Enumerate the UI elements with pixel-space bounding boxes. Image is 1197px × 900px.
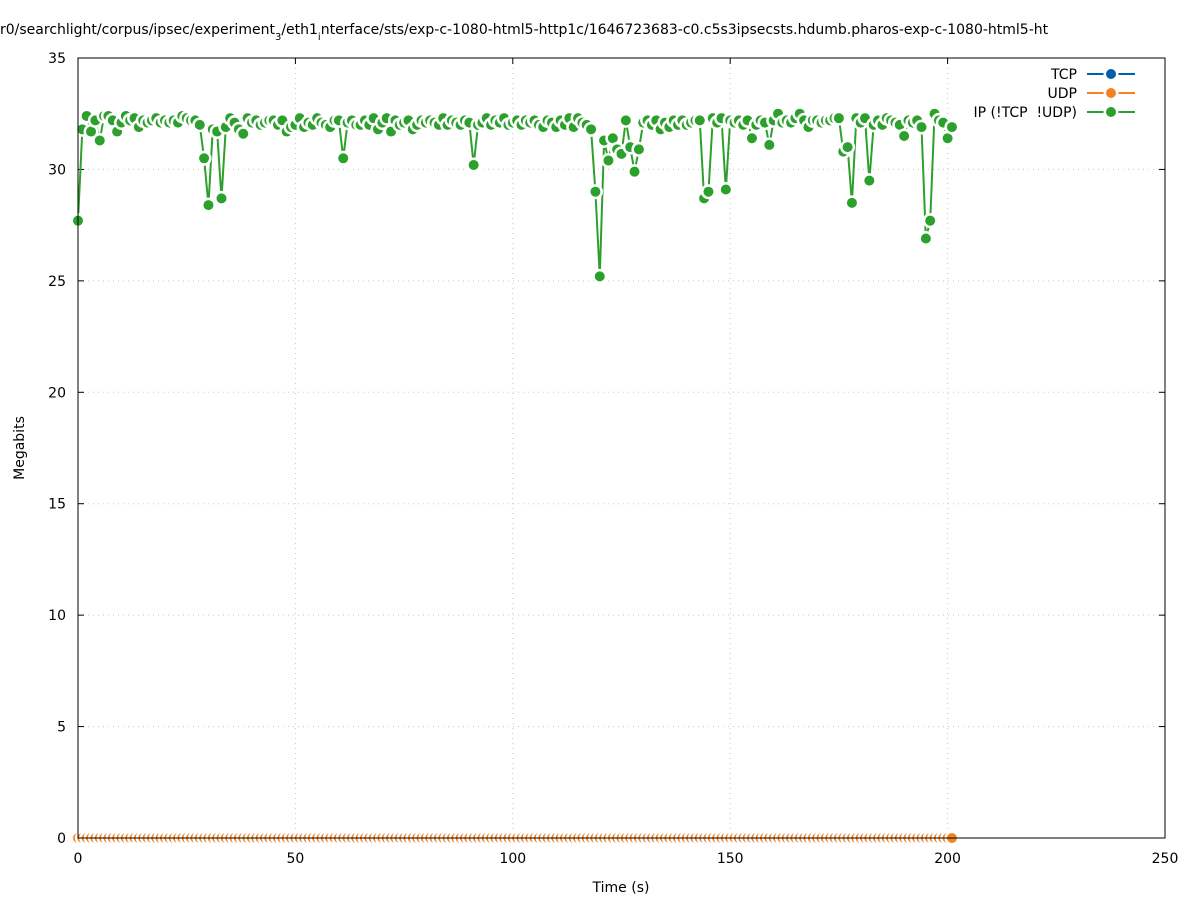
title-part: r0/searchlight/corpus/ipsec/experiment: [0, 22, 275, 38]
point: [846, 197, 857, 208]
point: [468, 159, 479, 170]
point: [629, 166, 640, 177]
point: [590, 186, 601, 197]
legend-label: IP (!TCP !UDP): [974, 105, 1078, 121]
point: [603, 155, 614, 166]
point: [199, 153, 210, 164]
x-tick-label: 250: [1152, 851, 1179, 867]
title-part: /eth1: [281, 22, 318, 38]
legend-marker: [1106, 107, 1116, 117]
legend-label: TCP: [1050, 67, 1077, 83]
point: [946, 122, 957, 133]
point: [864, 175, 875, 186]
point: [703, 186, 714, 197]
y-axis-label: Megabits: [12, 416, 28, 480]
x-axis-label: Time (s): [592, 880, 650, 896]
point: [925, 215, 936, 226]
title-subscript: i: [318, 32, 321, 43]
title-part: nterface/sts/exp-c-1080-html5-http1c/164…: [321, 22, 1049, 38]
point: [194, 119, 205, 130]
point: [746, 133, 757, 144]
x-tick-label: 50: [286, 851, 304, 867]
x-tick-label: 100: [499, 851, 526, 867]
legend-marker: [1106, 69, 1116, 79]
point: [764, 139, 775, 150]
x-tick-label: 200: [934, 851, 961, 867]
point: [720, 184, 731, 195]
point: [586, 124, 597, 135]
point: [338, 153, 349, 164]
y-tick-label: 35: [48, 51, 66, 67]
point: [842, 142, 853, 153]
plot-frame: [77, 57, 1166, 839]
legend: TCP UDP IP (!TCP !UDP): [974, 66, 1135, 121]
y-tick-label: 0: [57, 831, 66, 847]
chart-title: r0/searchlight/corpus/ipsec/experiment3/…: [0, 22, 1049, 43]
point: [620, 115, 631, 126]
point: [694, 115, 705, 126]
y-tick-label: 5: [57, 720, 66, 736]
series-line: [77, 110, 953, 277]
point: [94, 135, 105, 146]
y-tick-label: 25: [48, 274, 66, 290]
title-subscript: 3: [275, 32, 281, 43]
y-tick-label: 20: [48, 385, 66, 401]
point: [238, 128, 249, 139]
legend-label: UDP: [1048, 86, 1077, 102]
x-tick-label: 150: [717, 851, 744, 867]
point: [916, 122, 927, 133]
y-tick-label: 30: [48, 162, 66, 178]
point: [216, 193, 227, 204]
grid: 0 5 10 15 20 25 30 35 0 50 100 150 200 250: [48, 51, 1178, 867]
legend-marker: [1106, 88, 1116, 98]
point: [203, 200, 214, 211]
point: [607, 133, 618, 144]
point: [633, 144, 644, 155]
point: [899, 131, 910, 141]
plot-area: [70, 106, 960, 846]
y-tick-label: 15: [48, 497, 66, 513]
x-tick-label: 0: [74, 851, 83, 867]
y-tick-label: 10: [48, 608, 66, 624]
point: [833, 113, 844, 124]
point: [86, 126, 97, 137]
point: [942, 133, 953, 144]
point: [920, 233, 931, 244]
point: [594, 271, 605, 282]
